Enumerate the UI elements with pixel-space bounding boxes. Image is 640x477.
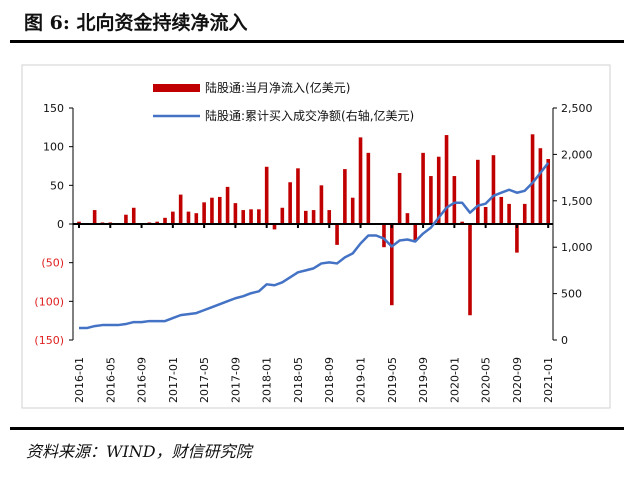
bar bbox=[413, 224, 418, 241]
bar bbox=[499, 196, 504, 224]
bar bbox=[280, 207, 285, 224]
bar bbox=[217, 196, 222, 224]
x-tick-label: 2016-05 bbox=[104, 357, 117, 403]
bar bbox=[366, 152, 371, 224]
x-tick-label: 2019-09 bbox=[417, 357, 430, 403]
bar bbox=[335, 224, 339, 245]
legend: 陆股通:当月净流入(亿美元) 陆股通:累计买入成交净额(右轴,亿美元) bbox=[153, 80, 414, 123]
x-tick-label: 2019-05 bbox=[386, 357, 399, 403]
bar bbox=[288, 182, 292, 224]
x-tick-label: 2019-01 bbox=[355, 357, 368, 403]
bar-series bbox=[77, 134, 550, 316]
bar bbox=[468, 224, 472, 316]
bar bbox=[397, 172, 402, 224]
bar bbox=[444, 135, 449, 224]
x-tick-label: 2017-05 bbox=[198, 357, 211, 403]
bar bbox=[343, 169, 347, 224]
bar bbox=[530, 134, 535, 224]
bar bbox=[491, 155, 496, 224]
left-tick-label: (100) bbox=[34, 295, 64, 308]
x-tick-label: 2021-01 bbox=[542, 357, 555, 403]
left-tick-label: 150 bbox=[43, 102, 64, 115]
bar bbox=[421, 152, 425, 224]
x-tick-label: 2020-01 bbox=[448, 357, 461, 403]
chart-frame bbox=[21, 64, 611, 409]
bar bbox=[436, 156, 441, 224]
right-tick-label: 0 bbox=[561, 334, 568, 347]
axes bbox=[69, 107, 557, 341]
bar bbox=[405, 213, 410, 224]
bar bbox=[194, 213, 199, 224]
bar bbox=[522, 203, 527, 224]
x-tick-label: 2017-09 bbox=[229, 357, 242, 403]
x-tick-label: 2020-05 bbox=[480, 357, 493, 403]
bar bbox=[460, 221, 464, 224]
title-rule bbox=[10, 40, 624, 43]
right-tick-label: 2,500 bbox=[561, 102, 593, 115]
bar bbox=[155, 221, 159, 224]
bar bbox=[257, 209, 261, 224]
bar bbox=[249, 209, 253, 224]
bar bbox=[303, 210, 308, 224]
bar bbox=[515, 224, 519, 253]
right-tick-label: 2,000 bbox=[561, 148, 593, 161]
bar bbox=[131, 207, 136, 224]
left-tick-label: (150) bbox=[34, 334, 64, 347]
bar bbox=[507, 203, 511, 224]
bar bbox=[163, 217, 167, 224]
x-tick-label: 2018-01 bbox=[261, 357, 274, 403]
left-tick-label: 100 bbox=[43, 141, 64, 154]
bar bbox=[171, 211, 175, 224]
bar bbox=[178, 194, 183, 224]
bar bbox=[296, 168, 300, 224]
bar bbox=[124, 214, 128, 224]
legend-bar-label: 陆股通:当月净流入(亿美元) bbox=[205, 80, 350, 95]
figure-title: 图 6: 北向资金持续净流入 bbox=[24, 12, 248, 34]
legend-line-label: 陆股通:累计买入成交净额(右轴,亿美元) bbox=[205, 108, 414, 123]
bar bbox=[92, 210, 97, 224]
bar bbox=[77, 221, 81, 224]
right-tick-label: 1,500 bbox=[561, 195, 593, 208]
bar bbox=[538, 148, 543, 224]
bar bbox=[546, 159, 550, 224]
x-tick-label: 2020-09 bbox=[511, 357, 524, 403]
bar bbox=[327, 210, 332, 224]
bar bbox=[186, 211, 191, 224]
bar bbox=[225, 186, 230, 224]
bar bbox=[358, 137, 363, 224]
bar bbox=[350, 197, 355, 224]
bar bbox=[272, 224, 277, 230]
bar bbox=[311, 210, 316, 224]
bar bbox=[233, 203, 238, 224]
bar bbox=[476, 159, 480, 224]
bar bbox=[452, 176, 457, 224]
left-tick-label: 0 bbox=[57, 218, 64, 231]
right-tick-label: 500 bbox=[561, 288, 582, 301]
source-rule bbox=[10, 427, 624, 430]
bar bbox=[202, 202, 206, 224]
x-tick-label: 2016-01 bbox=[73, 357, 86, 403]
x-tick-label: 2016-09 bbox=[136, 357, 149, 403]
bar bbox=[429, 176, 433, 224]
bar bbox=[210, 197, 214, 224]
left-tick-label: (50) bbox=[41, 257, 64, 270]
bar bbox=[483, 206, 488, 224]
tick-labels: 150100500(50)(100)(150)2,5002,0001,5001,… bbox=[34, 102, 592, 403]
bar bbox=[382, 224, 386, 248]
line-series bbox=[79, 162, 550, 330]
bar bbox=[241, 210, 246, 224]
x-tick-label: 2018-09 bbox=[323, 357, 336, 403]
legend-bar-swatch bbox=[153, 84, 200, 92]
x-tick-label: 2018-05 bbox=[292, 357, 305, 403]
bar bbox=[390, 224, 394, 306]
right-tick-label: 1,000 bbox=[561, 241, 593, 254]
bar bbox=[319, 185, 324, 224]
x-tick-label: 2017-01 bbox=[167, 357, 180, 403]
bar bbox=[264, 166, 269, 224]
source-note: 资料来源：WIND，财信研究院 bbox=[26, 442, 252, 461]
left-tick-label: 50 bbox=[50, 179, 64, 192]
